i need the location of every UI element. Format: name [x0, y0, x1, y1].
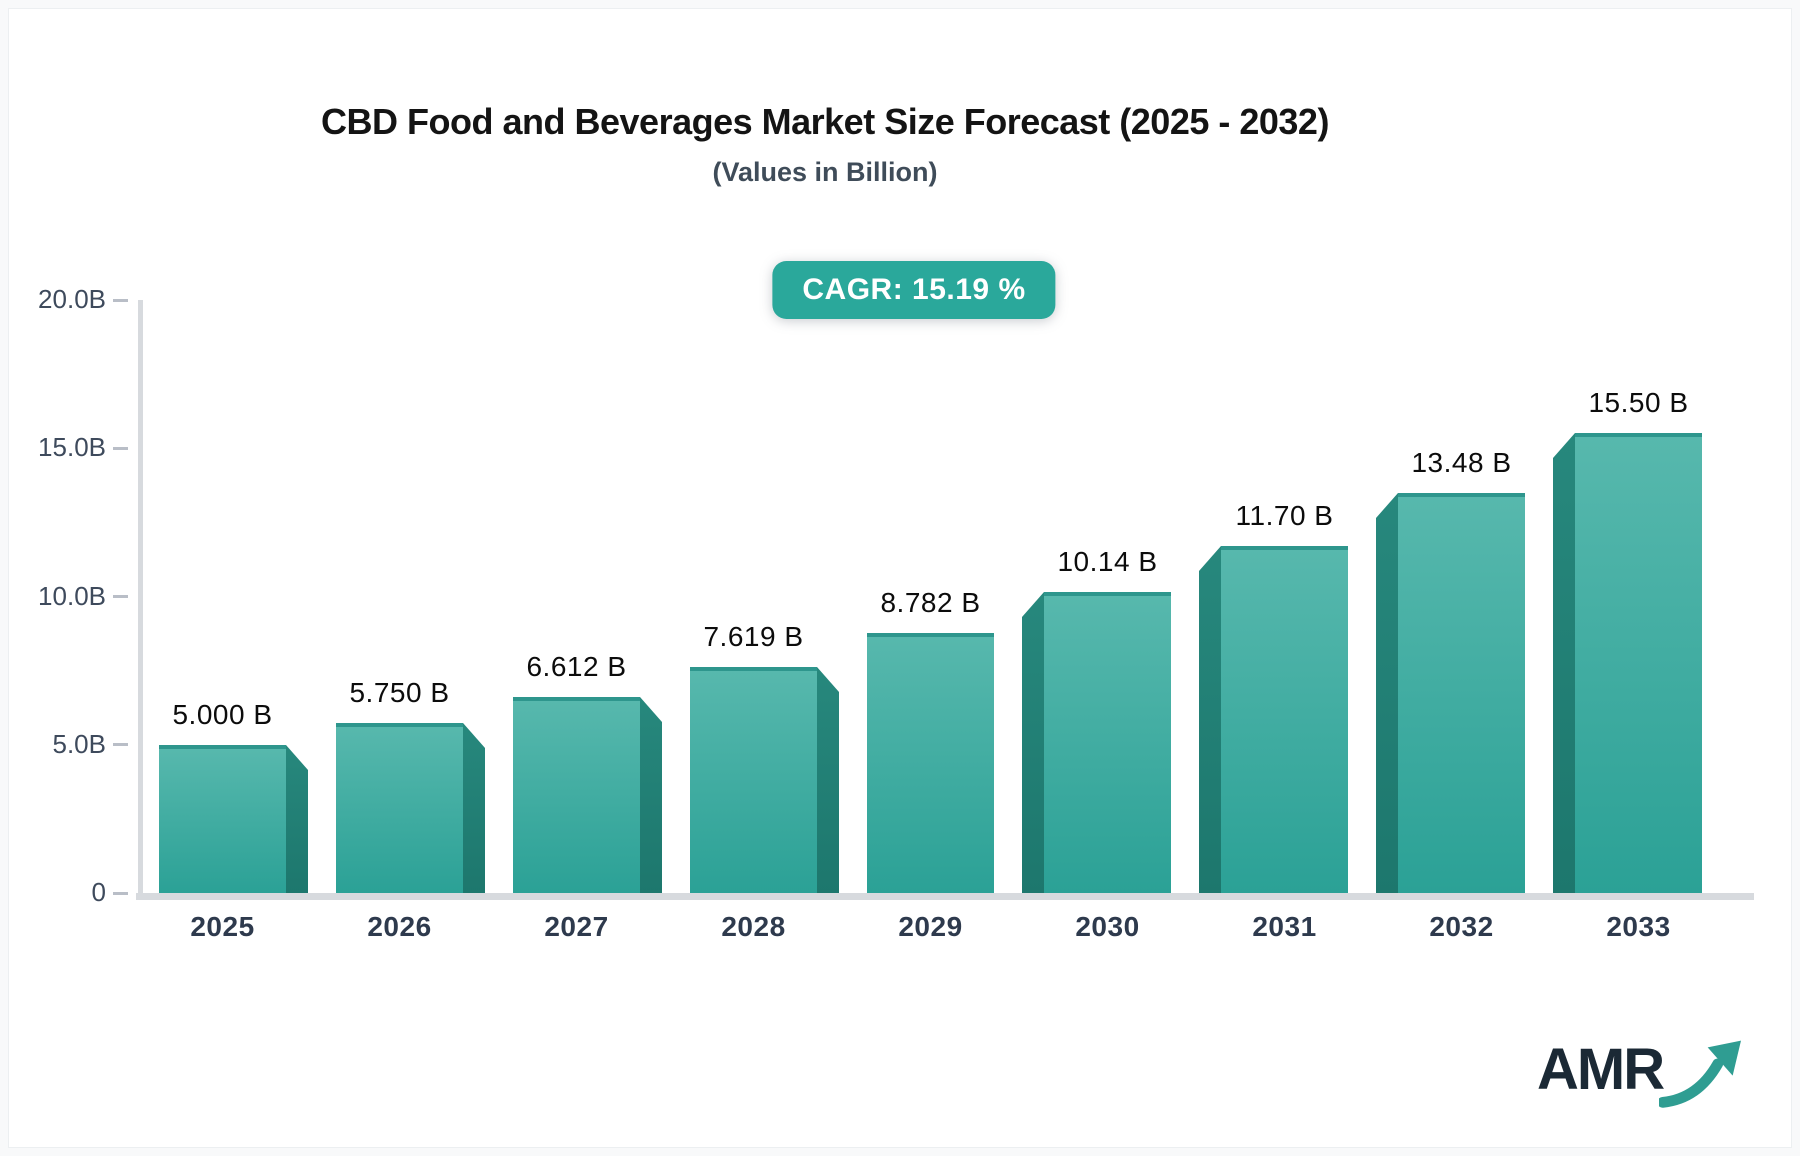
bar-2030	[1044, 592, 1171, 893]
x-axis-label: 2026	[367, 911, 432, 942]
bar-value-label: 5.750 B	[349, 677, 450, 708]
y-axis-tick-label: 5.0B	[52, 728, 107, 759]
bar-2028-side	[817, 667, 839, 893]
y-axis-tick-label: 15.0B	[38, 432, 106, 463]
bar-2026-side	[463, 723, 485, 893]
bar-2027-side	[640, 697, 662, 893]
bar-value-label: 15.50 B	[1588, 387, 1689, 418]
bar-value-label: 7.619 B	[703, 621, 804, 652]
chart-card: CBD Food and Beverages Market Size Forec…	[8, 8, 1792, 1148]
amr-logo: AMR	[1537, 1041, 1743, 1109]
bar-2033	[1575, 433, 1702, 893]
x-axis-label: 2027	[544, 911, 609, 942]
bar-value-label: 13.48 B	[1411, 447, 1512, 478]
bar-2031	[1221, 546, 1348, 893]
x-axis-label: 2029	[898, 911, 963, 942]
bar-2030-side	[1022, 592, 1044, 893]
bar-2025	[159, 745, 286, 893]
x-axis-label: 2028	[721, 911, 786, 942]
bar-2033-side	[1553, 433, 1575, 893]
y-axis-tick-mark	[113, 595, 128, 598]
y-axis-tick-mark	[113, 446, 128, 450]
bar-value-label: 10.14 B	[1057, 546, 1158, 577]
bar-2029	[867, 633, 994, 893]
y-axis-tick-label: 0	[91, 877, 106, 907]
bar-2032-side	[1376, 493, 1398, 893]
bar-value-label: 5.000 B	[172, 699, 273, 730]
y-axis-tick-mark	[113, 891, 128, 895]
x-axis-label: 2032	[1429, 911, 1494, 942]
bar-value-label: 11.70 B	[1235, 500, 1334, 531]
cagr-badge: CAGR: 15.19 %	[772, 261, 1056, 319]
bar-2027	[513, 697, 640, 893]
growth-arrow-icon	[1659, 1040, 1742, 1108]
bar-2028	[690, 667, 817, 893]
bar-value-label: 6.612 B	[526, 651, 627, 682]
bar-2032	[1398, 493, 1525, 893]
y-axis-tick-label: 20.0B	[38, 284, 106, 314]
bar-2026	[336, 723, 463, 893]
y-axis-tick-mark	[113, 743, 128, 747]
x-axis-label: 2030	[1075, 911, 1140, 942]
y-axis-tick-mark	[113, 298, 128, 302]
amr-logo-text: AMR	[1537, 1037, 1665, 1102]
x-axis-line	[136, 893, 1754, 900]
x-axis-label: 2031	[1252, 911, 1317, 942]
y-axis-tick-label: 10.0B	[38, 580, 106, 611]
cagr-badge-label: CAGR: 15.19 %	[802, 273, 1026, 306]
chart-subtitle: (Values in Billion)	[712, 157, 938, 187]
x-axis-label: 2033	[1606, 911, 1671, 942]
bar-2031-side	[1199, 546, 1221, 893]
chart-title: CBD Food and Beverages Market Size Forec…	[321, 101, 1329, 142]
x-axis-label: 2025	[190, 911, 255, 942]
y-axis-line	[138, 300, 143, 893]
bar-2025-side	[286, 745, 308, 893]
bar-value-label: 8.782 B	[880, 587, 981, 618]
